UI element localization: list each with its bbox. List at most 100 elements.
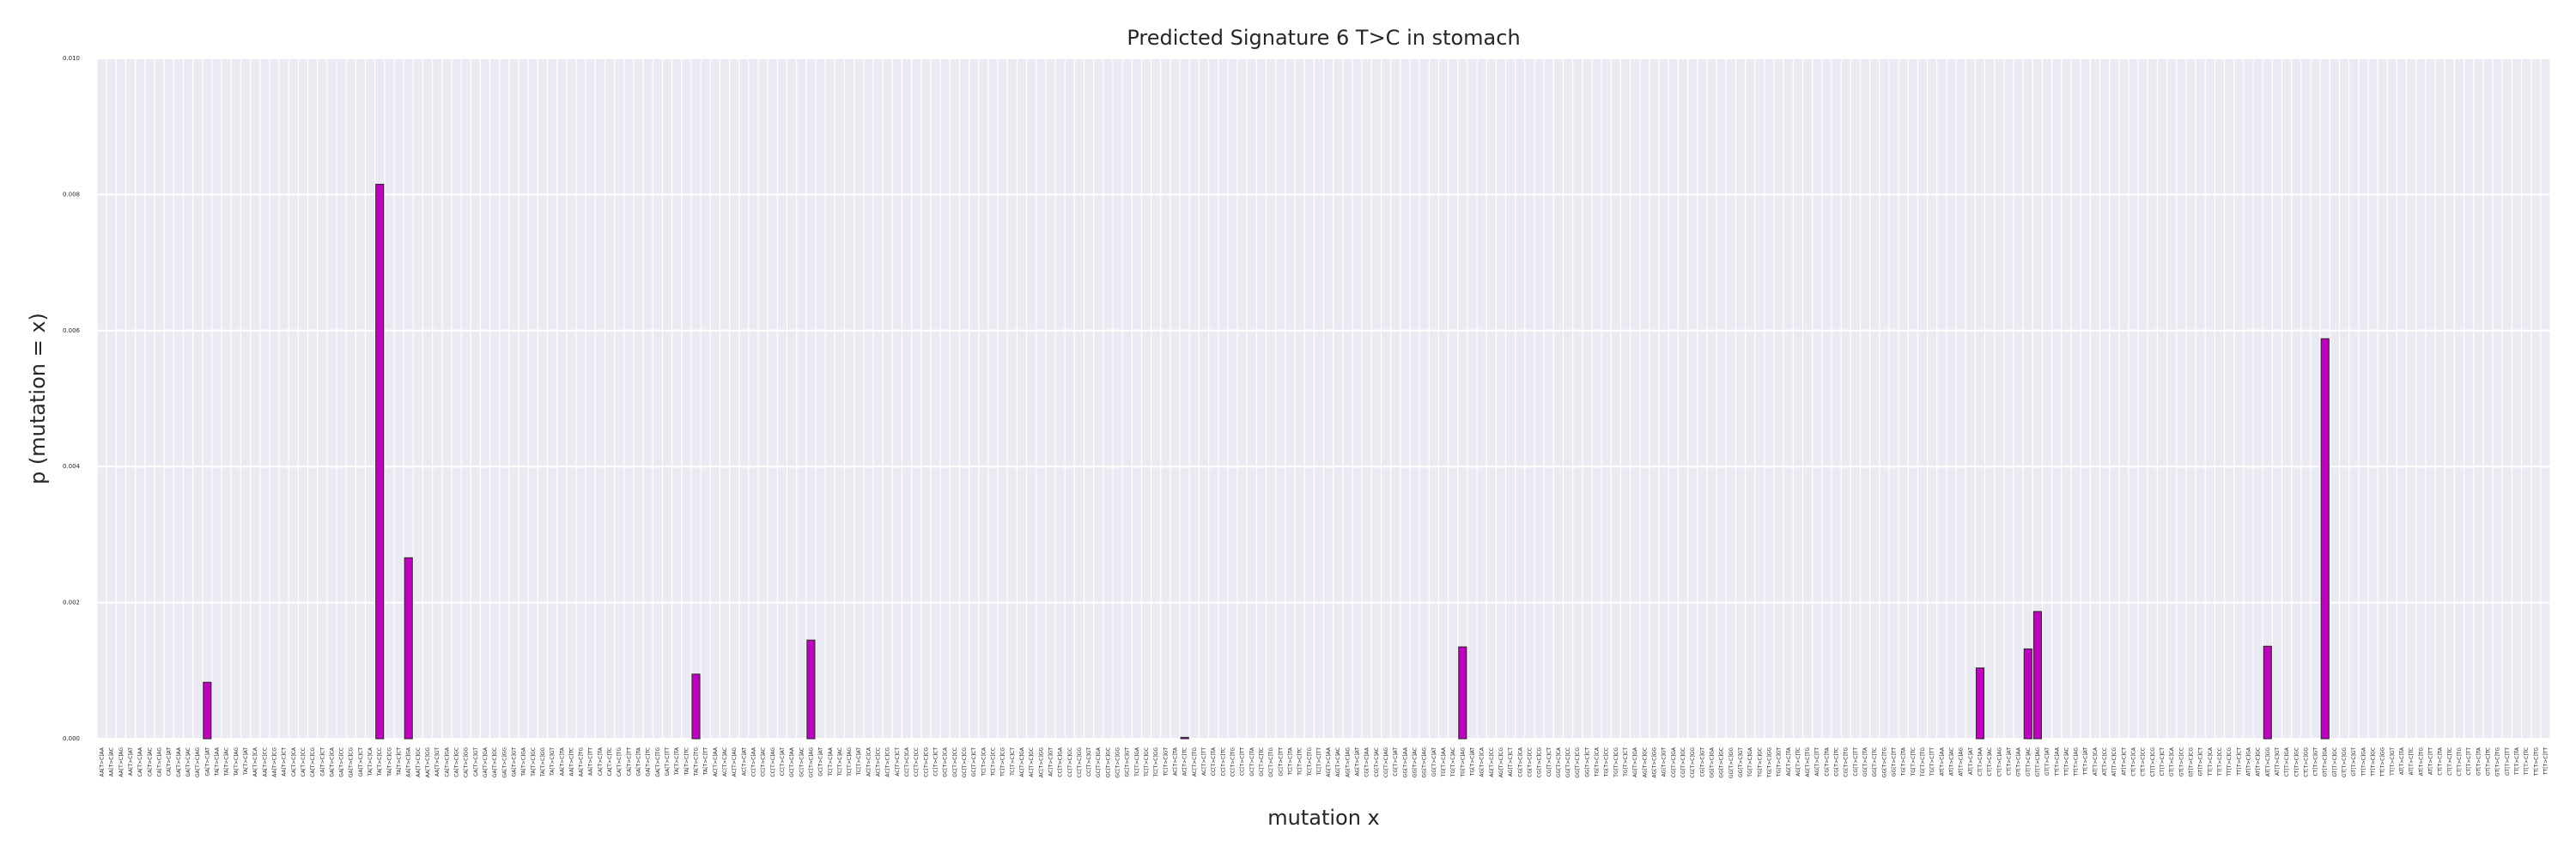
x-tick-label: GC[T>C]GG (1115, 747, 1121, 778)
x-tick-label: AA[T>C]CA (252, 746, 258, 777)
x-tick-label: TA[T>C]AT (243, 747, 249, 777)
x-tick-label: GT[T>C]AA (2016, 746, 2022, 777)
x-tick-label: GT[T>C]CG (2188, 747, 2194, 777)
x-tick-label: AA[T>C]TA (559, 746, 565, 776)
y-tick-labels: 0.000 0.002 0.004 0.006 0.008 0.010 (63, 55, 81, 742)
x-tick-label: AA[T>C]TT (588, 747, 594, 776)
x-tick-label: AA[T>C]AC (109, 747, 115, 777)
x-tick-label: TT[T>C]GT (2390, 747, 2396, 777)
x-tick-label: TA[T>C]GG (540, 747, 546, 778)
x-tick-label: TT[T>C]AC (2063, 747, 2069, 777)
x-tick-label: CG[T>C]AT (1393, 747, 1399, 777)
x-tick-label: CA[T>C]AT (167, 747, 173, 776)
x-tick-label: GG[T>C]AG (1422, 747, 1428, 778)
x-tick-label: AT[T>C]GC (2256, 747, 2262, 777)
x-tick-label: CA[T>C]AG (157, 747, 163, 777)
x-tick-label: CC[T>C]TG (1230, 747, 1236, 777)
x-tick-label: CT[T>C]CG (2150, 747, 2156, 777)
bars (203, 184, 2330, 740)
x-tick-label: GG[T>C]TA (1862, 746, 1868, 777)
x-tick-label: CT[T>C]TT (2466, 747, 2472, 776)
x-tick-label: TA[T>C]CA (368, 746, 374, 777)
x-tick-label: GT[T>C]TC (2485, 747, 2491, 776)
x-tick-label: TA[T>C]TA (674, 746, 680, 776)
x-tick-label: CT[T>C]AG (1996, 747, 2002, 777)
x-tick-label: TT[T>C]GA (2360, 746, 2366, 777)
x-tick-label: AG[T>C]CC (1489, 747, 1495, 777)
x-tick-label: GC[T>C]GT (1125, 747, 1131, 777)
x-tick-label: AA[T>C]TC (568, 747, 574, 776)
x-tick-label: AA[T>C]AA (100, 746, 106, 777)
x-tick-label: GG[T>C]TC (1872, 747, 1878, 777)
x-tick-labels: AA[T>C]AA AA[T>C]AC AA[T>C]AG AA[T>C]AT CA[T… (100, 746, 2549, 778)
x-tick-label: AG[T>C]AA (1326, 746, 1332, 777)
x-tick-label: GC[T>C]AG (808, 747, 814, 777)
x-tick-label: CG[T>C]AC (1374, 747, 1380, 777)
x-tick-label: AT[T>C]CT (2121, 747, 2127, 776)
x-tick-label: AT[T>C]TG (2418, 747, 2424, 777)
x-tick-label: AA[T>C]GT (434, 747, 440, 777)
x-tick-label: AG[T>C]AG (1345, 747, 1351, 777)
x-tick-label: GC[T>C]TC (1259, 747, 1265, 777)
x-tick-label: AT[T>C]CC (2102, 747, 2108, 776)
x-tick-label: AC[T>C]GA (1019, 746, 1025, 777)
x-tick-label: TA[T>C]TG (694, 747, 700, 777)
x-tick-label: TC[T>C]CG (1000, 747, 1006, 777)
x-tick-label: CC[T>C]GC (1067, 747, 1073, 777)
x-tick-label: GG[T>C]CT (1584, 747, 1590, 777)
x-tick-label: AA[T>C]TG (579, 747, 585, 777)
x-tick-label: TT[T>C]AA (2054, 746, 2060, 777)
bar (806, 639, 816, 740)
x-tick-label: GG[T>C]CA (1556, 746, 1562, 777)
x-tick-label: CC[T>C]CA (904, 746, 910, 777)
x-tick-label: GG[T>C]GC (1719, 747, 1725, 778)
x-tick-label: AC[T>C]AT (741, 747, 747, 776)
x-tick-label: GT[T>C]CT (2198, 747, 2204, 777)
x-tick-label: AT[T>C]AA (1939, 746, 1945, 776)
x-tick-label: TC[T>C]AC (837, 747, 843, 777)
x-tick-label: TT[T>C]TT (2543, 747, 2549, 776)
x-tick-label: TT[T>C]AG (2074, 747, 2080, 777)
x-tick-label: GA[T>C]TT (665, 747, 671, 777)
x-tick-label: GT[T>C]CC (2178, 747, 2184, 777)
x-tick-label: AC[T>C]CG (885, 747, 891, 777)
x-tick-label: CG[T>C]CC (1527, 747, 1533, 777)
x-tick-label: GC[T>C]GA (1096, 746, 1102, 777)
x-tick-label: GC[T>C]CC (952, 747, 958, 777)
x-tick-label: TG[T>C]TG (1920, 747, 1926, 778)
y-tick-label: 0.000 (63, 735, 80, 742)
x-tick-label: TC[T>C]CA (981, 746, 987, 777)
x-tick-label: AG[T>C]TT (1814, 747, 1820, 777)
x-tick-label: AC[T>C]TA (1173, 746, 1179, 776)
x-tick-label: AT[T>C]AT (1968, 747, 1974, 776)
x-tick-label: GG[T>C]GA (1709, 746, 1715, 778)
x-tick-label: GC[T>C]AC (799, 747, 805, 777)
x-tick-label: TA[T>C]AC (224, 747, 230, 777)
x-tick-label: AC[T>C]AG (732, 747, 738, 777)
x-tick-label: GG[T>C]AA (1402, 746, 1408, 777)
x-tick-label: GA[T>C]CC (339, 747, 345, 777)
x-tick-label: AC[T>C]CT (895, 747, 901, 777)
x-tick-label: CA[T>C]TA (598, 746, 604, 776)
x-tick-label: GT[T>C]AT (2044, 747, 2050, 776)
x-tick-label: TG[T>C]AT (1469, 747, 1475, 777)
x-tick-label: CA[T>C]TC (607, 747, 613, 776)
x-tick-label: CA[T>C]CA (291, 746, 297, 777)
bar (1180, 736, 1189, 740)
x-tick-label: GA[T>C]CT (358, 747, 364, 777)
x-tick-label: TG[T>C]TT (1929, 747, 1935, 777)
x-tick-label: TG[T>C]GA (1747, 746, 1753, 778)
x-tick-label: AC[T>C]GG (1038, 747, 1044, 777)
x-tick-label: TA[T>C]GC (531, 747, 537, 777)
x-tick-label: CC[T>C]TA (1211, 746, 1217, 776)
x-tick-label: CT[T>C]TA (2438, 746, 2444, 776)
x-tick-label: GT[T>C]GC (2332, 747, 2338, 777)
x-tick-label: AT[T>C]GT (2275, 747, 2281, 776)
x-tick-label: CG[T>C]AG (1383, 747, 1389, 777)
x-tick-label: TG[T>C]CC (1604, 747, 1610, 777)
x-tick-label: TC[T>C]AG (847, 747, 853, 777)
x-tick-label: GA[T>C]CA (329, 746, 335, 777)
bar (2320, 338, 2330, 740)
x-tick-label: AG[T>C]TG (1805, 747, 1811, 777)
